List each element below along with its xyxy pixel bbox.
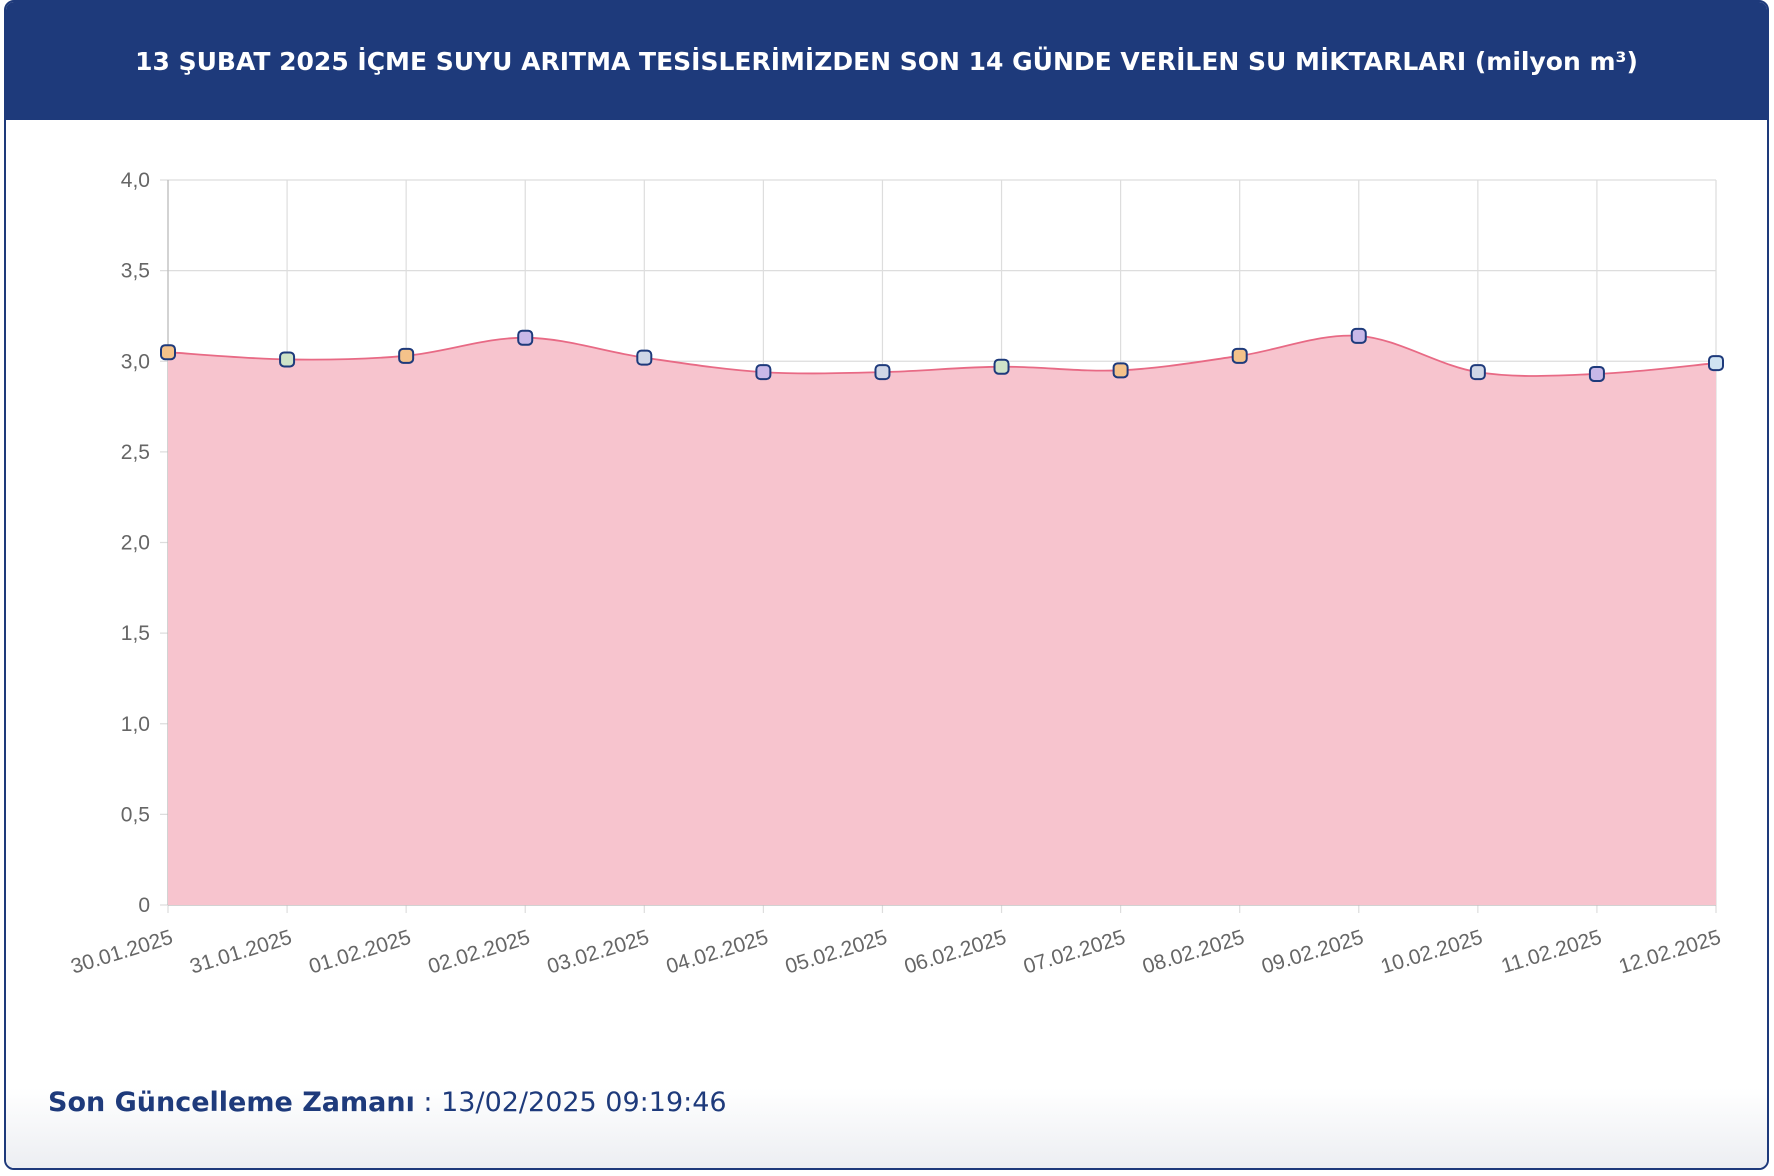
y-tick-label: 0: [138, 894, 150, 917]
x-axis: 30.01.2025 31.01.2025 01.02.2025 02.02.2025…: [68, 926, 1723, 979]
x-tick-label: 10.02.2025: [1378, 926, 1485, 979]
y-tick-label: 0,5: [121, 803, 150, 826]
y-tick-label: 4,0: [121, 169, 150, 192]
y-tick-label: 2,0: [121, 532, 150, 555]
series-line: [167, 334, 1717, 377]
area-fill: [168, 335, 1716, 905]
last-update-separator: :: [414, 1087, 442, 1118]
data-point[interactable]: [1350, 327, 1367, 344]
y-axis: 0 0,5 1,0 1,5 2,0 2,5 3,0 3,5 4,0: [121, 169, 150, 917]
chart-title: 13 ŞUBAT 2025 İÇME SUYU ARITMA TESİSLERİ…: [135, 46, 1638, 76]
data-points: [160, 327, 1724, 382]
data-point[interactable]: [398, 347, 415, 364]
x-tick-label: 04.02.2025: [664, 926, 771, 979]
data-point[interactable]: [993, 358, 1010, 375]
chart-card: 13 ŞUBAT 2025 İÇME SUYU ARITMA TESİSLERİ…: [4, 0, 1769, 1170]
x-tick-label: 12.02.2025: [1616, 926, 1723, 979]
data-point[interactable]: [636, 349, 653, 366]
x-tick-label: 31.01.2025: [187, 926, 294, 979]
x-tick-label: 01.02.2025: [306, 926, 413, 979]
y-tick-label: 2,5: [121, 441, 150, 464]
chart-header: 13 ŞUBAT 2025 İÇME SUYU ARITMA TESİSLERİ…: [6, 2, 1767, 120]
area-chart: 0 0,5 1,0 1,5 2,0 2,5 3,0 3,5 4,0 30.01.2025 31.0…: [68, 169, 1724, 979]
footer-shade: [6, 1088, 1767, 1168]
data-point[interactable]: [1469, 364, 1486, 381]
x-tick-label: 06.02.2025: [902, 926, 1009, 979]
last-update: Son Güncelleme Zamanı : 13/02/2025 09:19…: [48, 1087, 727, 1118]
y-tick-label: 3,0: [121, 350, 150, 373]
y-tick-label: 3,5: [121, 260, 150, 283]
y-tick-label: 1,0: [121, 713, 150, 736]
last-update-value: 13/02/2025 09:19:46: [441, 1087, 727, 1118]
x-tick-label: 08.02.2025: [1140, 926, 1247, 979]
y-tick-label: 1,5: [121, 622, 150, 645]
data-point[interactable]: [279, 351, 296, 368]
data-point[interactable]: [1112, 362, 1129, 379]
data-point[interactable]: [755, 364, 772, 381]
x-tick-label: 11.02.2025: [1499, 926, 1605, 978]
x-tick-label: 07.02.2025: [1021, 926, 1128, 979]
data-point[interactable]: [160, 344, 176, 361]
x-tick-label: 02.02.2025: [425, 926, 532, 979]
data-point[interactable]: [1708, 355, 1724, 372]
x-tick-label: 09.02.2025: [1259, 926, 1366, 979]
data-point[interactable]: [517, 329, 534, 346]
data-point[interactable]: [874, 364, 891, 381]
x-tick-label: 30.01.2025: [68, 926, 175, 979]
x-tick-label: 03.02.2025: [545, 926, 652, 979]
data-point[interactable]: [1588, 365, 1605, 382]
x-tick-label: 05.02.2025: [783, 926, 890, 979]
last-update-label: Son Güncelleme Zamanı: [48, 1087, 415, 1118]
data-point[interactable]: [1231, 347, 1248, 364]
